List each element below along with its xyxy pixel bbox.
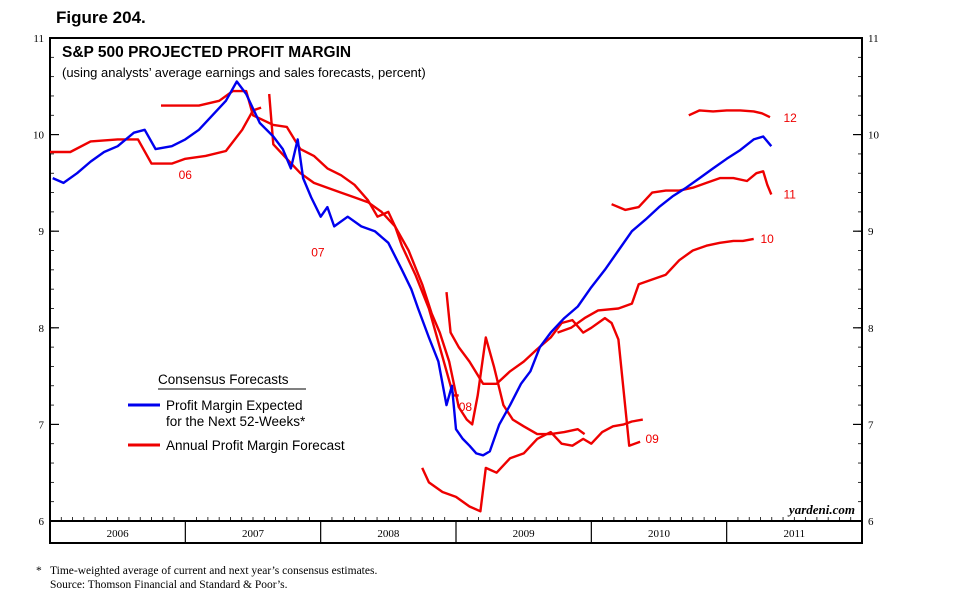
- plot-frame: [49, 37, 863, 544]
- segment-label-09: 09: [645, 432, 659, 446]
- red-line-12-level: [688, 109, 771, 119]
- red-line-09: [445, 291, 641, 447]
- footnote-marker: *: [36, 565, 42, 577]
- y-tick-label-right: 10: [868, 130, 880, 142]
- y-tick-label-right: 8: [868, 323, 874, 335]
- blue-line-52week: [52, 80, 773, 457]
- y-tick-label-right: 11: [868, 33, 879, 45]
- x-tick-label: 2009: [513, 528, 536, 540]
- segment-label-10: 10: [761, 232, 775, 246]
- segment-label-12: 12: [784, 111, 798, 125]
- segment-label-06: 06: [179, 168, 193, 182]
- chart-subtitle: (using analysts’ average earnings and sa…: [62, 65, 426, 80]
- watermark: yardeni.com: [787, 502, 855, 517]
- red-line-07: [161, 89, 459, 397]
- x-tick-label: 2008: [377, 528, 400, 540]
- legend-label-blue-1: Profit Margin Expected: [166, 398, 303, 413]
- plot-area: [50, 80, 773, 513]
- red-line-11: [557, 237, 754, 334]
- x-tick-label: 2010: [648, 528, 671, 540]
- y-tick-label-left: 11: [33, 33, 44, 45]
- segment-labels: 06 07 08 09 10 11 12: [179, 111, 798, 446]
- y-tick-label-right: 9: [868, 226, 874, 238]
- y-tick-label-left: 8: [39, 323, 45, 335]
- y-tick-label-left: 7: [39, 419, 45, 431]
- legend-title: Consensus Forecasts: [158, 372, 289, 387]
- footnote-line-2: Source: Thomson Financial and Standard &…: [50, 579, 288, 591]
- segment-label-07: 07: [311, 245, 325, 259]
- chart-title: S&P 500 PROJECTED PROFIT MARGIN: [62, 44, 351, 61]
- footnote-line-1: Time-weighted average of current and nex…: [50, 565, 378, 577]
- segment-label-08: 08: [459, 400, 473, 414]
- legend: Consensus Forecasts Profit Margin Expect…: [128, 372, 345, 453]
- x-tick-label: 2007: [242, 528, 265, 540]
- red-line-10: [421, 418, 644, 513]
- red-line-08: [268, 93, 586, 436]
- axes: 6 6 7 7 8 8 9 9 10 10 11 11 2006 2007 2008 2009 2010 2011: [33, 33, 880, 544]
- x-tick-label: 2006: [107, 528, 130, 540]
- legend-label-red: Annual Profit Margin Forecast: [166, 438, 345, 453]
- y-tick-label-left: 6: [39, 516, 45, 528]
- y-tick-label-right: 6: [868, 516, 874, 528]
- x-tick-label: 2011: [784, 528, 806, 540]
- figure-label: Figure 204.: [56, 8, 146, 27]
- segment-label-11: 11: [784, 187, 797, 201]
- red-line-12: [611, 170, 773, 212]
- y-tick-label-right: 7: [868, 419, 874, 431]
- footnote: * Time-weighted average of current and ne…: [36, 564, 377, 592]
- legend-label-blue-2: for the Next 52-Weeks*: [166, 414, 306, 429]
- red-line-06: [50, 106, 262, 165]
- y-tick-label-left: 9: [39, 226, 45, 238]
- y-tick-label-left: 10: [33, 130, 45, 142]
